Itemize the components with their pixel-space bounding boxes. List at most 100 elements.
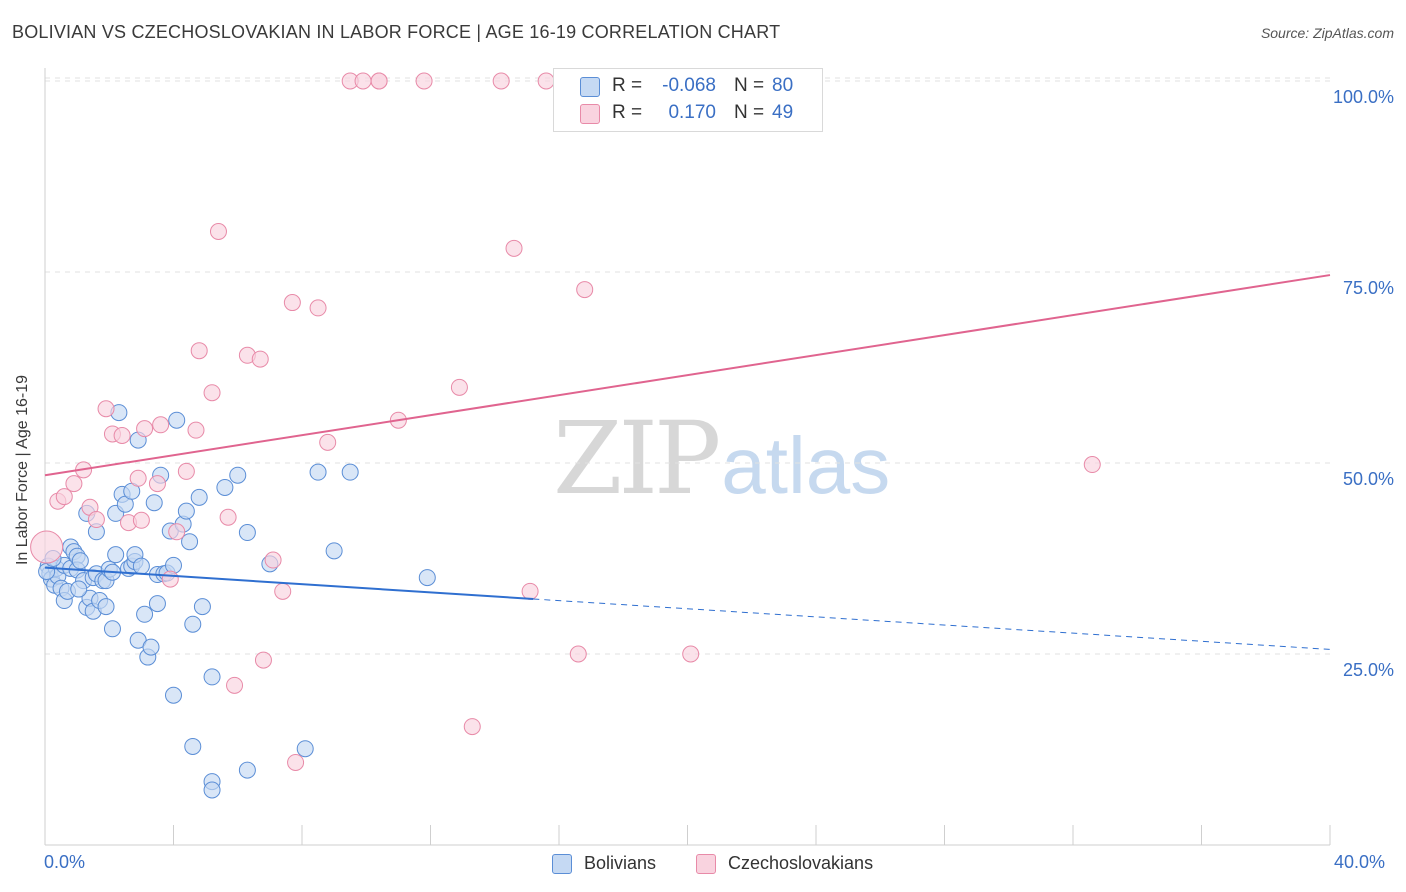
blue-swatch-icon [580,77,600,97]
r-value: -0.068 [662,75,716,96]
n-value: 80 [772,75,794,96]
n-label: N = [734,75,765,96]
bolivian-point [103,620,121,638]
bolivian-point [296,740,314,758]
czechoslovakian-point [576,281,594,299]
bolivian-point [216,478,234,496]
correlation-legend: R = -0.068 N = 80 R = 0.170 N = 49 [553,68,823,132]
czechoslovakian-point [129,469,147,487]
czechoslovakian-point [55,488,73,506]
czechoslovakian-point [251,350,269,368]
czechoslovakian-point [682,645,700,663]
x-tick-label-min: 0.0% [44,852,86,872]
czechoslovakian-point [415,72,433,90]
bolivian-point [177,502,195,520]
czechoslovakian-point [226,676,244,694]
czechoslovakian-point [161,570,179,588]
bolivian-point [325,542,343,560]
czechoslovakian-point [190,342,208,360]
bolivian-point [238,524,256,542]
source-credit: Source: ZipAtlas.com [1260,25,1394,41]
bolivians-trend-extension [533,598,1331,650]
bolivian-point [148,595,166,613]
czechoslovakian-point [319,433,337,451]
czechoslovakian-point [65,475,83,493]
bolivian-point [229,466,247,484]
czechoslovakian-point [132,511,150,529]
y-tick-label-100: 100.0% [1332,87,1394,107]
czechoslovakian-point [463,718,481,736]
bolivian-point [418,569,436,587]
czechoslovakian-point [168,523,186,541]
czechoslovakian-point [492,72,510,90]
czechoslovakian-point [136,420,154,438]
czechoslovakian-point [30,530,64,564]
czechoslovakians-trend-line [44,274,1331,477]
bolivian-point [107,546,125,564]
czechoslovakian-point [219,508,237,526]
bolivian-point [136,605,154,623]
czechoslovakian-point [505,239,523,257]
czechoslovakian-point [148,475,166,493]
czechoslovakian-point [450,378,468,396]
czechoslovakian-point [113,426,131,444]
bolivian-point [165,686,182,704]
bolivians-trend-line [44,566,534,600]
x-tick-label-max: 40.0% [1334,852,1386,872]
bolivian-point [203,781,221,799]
czechoslovakian-point [569,645,587,663]
bolivian-point [168,411,186,429]
n-label: N = [734,102,765,123]
bolivian-point [193,598,211,616]
czechoslovakian-point [283,294,301,312]
czechoslovakian-point [537,72,555,90]
pink-swatch-icon [696,854,716,874]
czechoslovakian-point [274,582,292,600]
r-label: R = [612,75,643,96]
czechoslovakian-point [87,511,105,529]
series-legend: Bolivians Czechoslovakians [0,852,1406,878]
chart-title: BOLIVIAN VS CZECHOSLOVAKIAN IN LABOR FOR… [12,22,781,42]
czechoslovakian-point [287,753,305,771]
watermark: ZIPatlas [553,400,890,517]
bolivian-point [184,615,202,633]
bolivian-point [97,598,115,616]
bolivian-point [184,737,202,755]
y-tick-label-75: 75.0% [1342,278,1394,298]
y-tick-label-25: 25.0% [1342,660,1394,680]
pink-swatch-icon [580,104,600,124]
legend-row-bolivians: R = -0.068 N = 80 [554,74,822,100]
bolivian-point [70,580,88,598]
bolivian-point [71,552,89,570]
blue-swatch-icon [552,854,572,874]
czechoslovakian-point [152,416,170,434]
czechoslovakian-point [1083,456,1101,474]
bolivian-point [181,533,199,551]
bolivian-point [145,494,163,512]
bolivian-point [142,638,160,656]
y-tick-label-50: 50.0% [1342,469,1394,489]
czechoslovakian-point [97,400,115,418]
bolivian-point [203,668,221,686]
czechoslovakian-point [187,421,205,439]
czechoslovakian-point [309,299,327,317]
czechoslovakian-point [264,551,282,569]
bolivian-point [132,557,150,575]
czechoslovakian-point [370,72,388,90]
bolivian-point [309,463,327,481]
r-value: 0.170 [668,102,716,123]
legend-label: Bolivians [584,853,657,873]
watermark-atlas: atlas [721,421,891,510]
czechoslovakian-point [521,582,539,600]
watermark-zip: ZIP [553,400,721,517]
r-label: R = [612,102,643,123]
czechoslovakian-point [209,223,227,241]
legend-label: Czechoslovakians [728,853,874,873]
bolivian-point [190,488,208,506]
bolivian-point [341,463,359,481]
czechoslovakian-point [203,384,221,402]
bolivian-point [238,761,256,779]
n-value: 49 [772,102,794,123]
legend-row-czechoslovakians: R = 0.170 N = 49 [554,101,822,127]
